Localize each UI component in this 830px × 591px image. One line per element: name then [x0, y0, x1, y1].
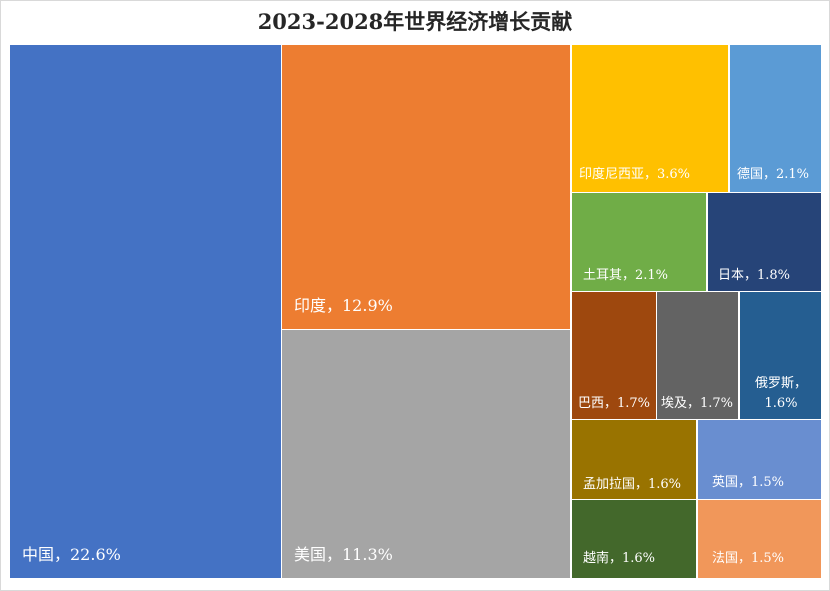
- tile-rect: [10, 45, 281, 578]
- tile-label: 日本，1.8%: [718, 268, 790, 283]
- tile-rect: [572, 500, 696, 578]
- tile-埃及: 埃及，1.7%: [657, 292, 738, 419]
- tile-label: 法国，1.5%: [712, 551, 784, 566]
- tile-德国: 德国，2.1%: [730, 45, 821, 192]
- chart-title: 2023-2028年世界经济增长贡献: [257, 9, 573, 34]
- tile-印度: 印度，12.9%: [282, 45, 570, 329]
- tile-中国: 中国，22.6%: [10, 45, 281, 578]
- tile-rect: [698, 420, 821, 499]
- tile-法国: 法国，1.5%: [698, 500, 821, 578]
- tile-越南: 越南，1.6%: [572, 500, 696, 578]
- tile-label: 英国，1.5%: [712, 475, 784, 490]
- tile-印度尼西亚: 印度尼西亚，3.6%: [572, 45, 728, 192]
- tile-label: 印度尼西亚，3.6%: [579, 166, 690, 182]
- tile-label: 美国，11.3%: [294, 545, 393, 564]
- tile-美国: 美国，11.3%: [282, 330, 570, 578]
- tile-rect: [572, 420, 696, 499]
- tile-rect: [282, 330, 570, 578]
- tile-rect: [657, 292, 738, 419]
- tile-rect: [730, 45, 821, 192]
- tile-rect: [572, 45, 728, 192]
- tile-rect: [698, 500, 821, 578]
- tile-label: 巴西，1.7%: [578, 396, 650, 411]
- tile-土耳其: 土耳其，2.1%: [572, 193, 706, 291]
- tile-rect: [572, 193, 706, 291]
- tile-label: 土耳其，2.1%: [583, 268, 668, 283]
- tile-孟加拉国: 孟加拉国，1.6%: [572, 420, 696, 499]
- tile-label: 中国，22.6%: [22, 545, 121, 564]
- tile-rect: [282, 45, 570, 329]
- tile-label: 孟加拉国，1.6%: [583, 477, 681, 492]
- tile-label: 俄罗斯， 1.6%: [755, 376, 807, 411]
- tile-rect: [572, 292, 656, 419]
- tile-日本: 日本，1.8%: [708, 193, 821, 291]
- tile-label: 德国，2.1%: [737, 167, 809, 182]
- tile-label: 埃及，1.7%: [661, 396, 733, 411]
- tile-label: 印度，12.9%: [294, 296, 393, 315]
- tile-俄罗斯: 俄罗斯， 1.6%: [740, 292, 821, 419]
- tile-label: 越南，1.6%: [583, 550, 655, 566]
- tile-英国: 英国，1.5%: [698, 420, 821, 499]
- tile-rect: [708, 193, 821, 291]
- tile-rect: [740, 292, 821, 419]
- tile-巴西: 巴西，1.7%: [572, 292, 656, 419]
